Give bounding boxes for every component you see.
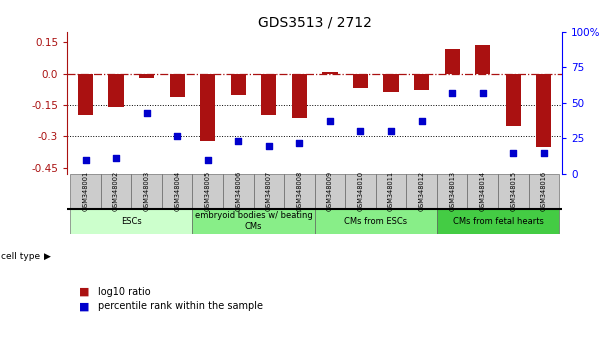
Text: GSM348004: GSM348004 (174, 171, 180, 211)
FancyBboxPatch shape (192, 209, 315, 234)
FancyBboxPatch shape (376, 174, 406, 209)
Point (81, 157, 90, 162)
Bar (170, 74, 185, 97)
Text: GSM348014: GSM348014 (480, 171, 486, 211)
Bar (109, 74, 123, 107)
FancyBboxPatch shape (498, 174, 529, 209)
Point (386, 129, 396, 134)
Bar (200, 74, 216, 141)
Point (203, 157, 213, 162)
Text: CMs from ESCs: CMs from ESCs (344, 217, 408, 225)
FancyBboxPatch shape (192, 174, 223, 209)
Bar (292, 74, 307, 118)
Text: ▶: ▶ (44, 252, 51, 261)
FancyBboxPatch shape (70, 174, 101, 209)
Text: GSM348011: GSM348011 (388, 171, 394, 211)
Text: cell type: cell type (1, 252, 40, 261)
Point (172, 133, 182, 138)
Text: GSM348006: GSM348006 (235, 171, 241, 211)
Text: log10 ratio: log10 ratio (98, 287, 150, 297)
Text: ESCs: ESCs (121, 217, 142, 225)
Bar (231, 74, 246, 95)
Text: GSM348016: GSM348016 (541, 171, 547, 211)
Text: GSM348002: GSM348002 (113, 171, 119, 211)
Point (447, 90, 457, 96)
Point (539, 150, 549, 155)
FancyBboxPatch shape (70, 209, 192, 234)
Point (142, 110, 152, 116)
Point (233, 138, 243, 144)
Point (325, 119, 335, 124)
FancyBboxPatch shape (529, 174, 559, 209)
Bar (384, 74, 399, 92)
FancyBboxPatch shape (467, 174, 498, 209)
Point (356, 129, 365, 134)
Bar (262, 74, 276, 115)
FancyBboxPatch shape (131, 174, 162, 209)
FancyBboxPatch shape (101, 174, 131, 209)
Bar (536, 74, 552, 147)
Bar (506, 74, 521, 126)
Text: GSM348003: GSM348003 (144, 171, 150, 211)
Bar (139, 74, 154, 78)
Bar (353, 74, 368, 88)
Bar (323, 72, 337, 74)
Point (478, 90, 488, 96)
Bar (445, 48, 460, 74)
Text: GSM348007: GSM348007 (266, 171, 272, 211)
Text: GSM348008: GSM348008 (296, 171, 302, 211)
Bar (414, 74, 429, 90)
Text: GSM348005: GSM348005 (205, 171, 211, 211)
FancyBboxPatch shape (437, 174, 467, 209)
Text: embryoid bodies w/ beating
CMs: embryoid bodies w/ beating CMs (195, 211, 312, 231)
Text: GSM348012: GSM348012 (419, 171, 425, 211)
FancyBboxPatch shape (223, 174, 254, 209)
FancyBboxPatch shape (284, 174, 315, 209)
FancyBboxPatch shape (254, 174, 284, 209)
Point (264, 143, 274, 148)
Text: GSM348009: GSM348009 (327, 171, 333, 211)
Text: GSM348015: GSM348015 (510, 171, 516, 211)
Text: GSM348001: GSM348001 (82, 171, 89, 211)
Text: ■: ■ (79, 301, 90, 311)
Text: percentile rank within the sample: percentile rank within the sample (98, 301, 263, 311)
FancyBboxPatch shape (437, 209, 559, 234)
FancyBboxPatch shape (315, 209, 437, 234)
Text: GSM348010: GSM348010 (357, 171, 364, 211)
Text: CMs from fetal hearts: CMs from fetal hearts (453, 217, 543, 225)
Title: GDS3513 / 2712: GDS3513 / 2712 (258, 15, 371, 29)
Point (295, 140, 304, 145)
Bar (78, 74, 93, 115)
FancyBboxPatch shape (345, 174, 376, 209)
FancyBboxPatch shape (315, 174, 345, 209)
Point (111, 155, 121, 161)
Point (417, 119, 426, 124)
Text: GSM348013: GSM348013 (449, 171, 455, 211)
FancyBboxPatch shape (406, 174, 437, 209)
FancyBboxPatch shape (162, 174, 192, 209)
Bar (475, 45, 490, 74)
Text: ■: ■ (79, 287, 90, 297)
Point (508, 150, 518, 155)
